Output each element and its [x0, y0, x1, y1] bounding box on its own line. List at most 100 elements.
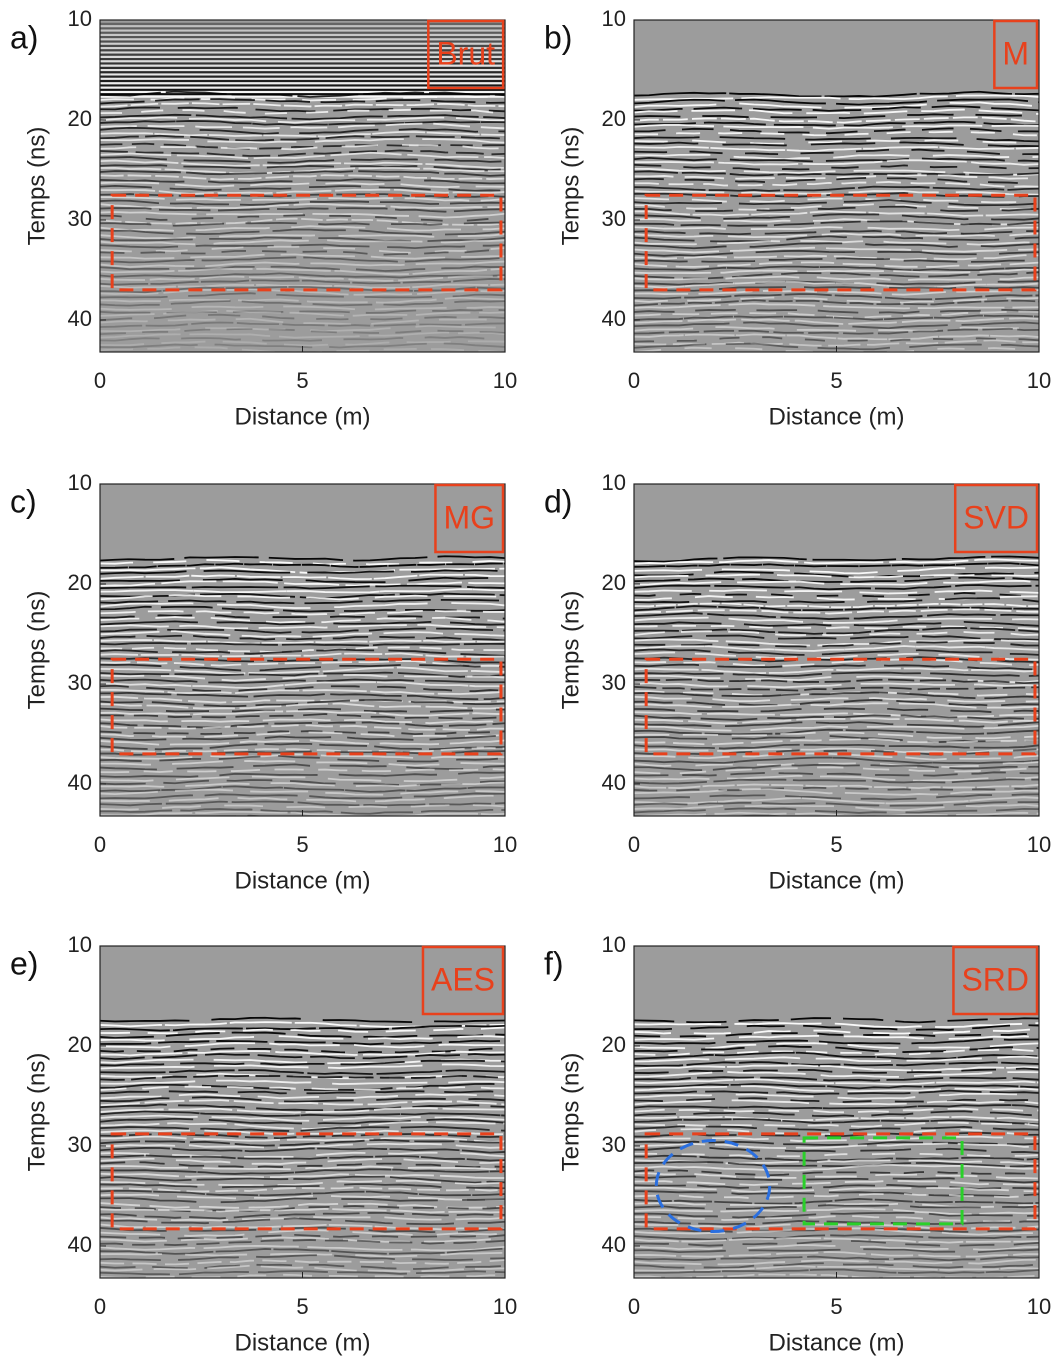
- texture-reflector: [634, 685, 1039, 692]
- texture-reflector: [100, 1263, 505, 1270]
- texture-reflector: [634, 308, 1039, 314]
- texture-reflector: [100, 151, 505, 160]
- texture-reflector: [100, 718, 505, 725]
- texture-reflector: [634, 289, 1039, 296]
- texture-reflector: [634, 1121, 1039, 1128]
- texture-reflector: [100, 321, 505, 328]
- x-tick-label: 10: [493, 1294, 517, 1319]
- texture-reflector: [100, 1147, 505, 1154]
- texture-reflector: [100, 639, 505, 645]
- texture-reflector: [100, 214, 505, 222]
- y-tick-label: 10: [602, 6, 626, 31]
- texture-reflector: [100, 730, 505, 736]
- texture-reflector: [634, 1179, 1039, 1186]
- texture-reflector: [100, 267, 505, 276]
- highlight-box: [802, 1136, 964, 1226]
- texture-reflector: [634, 1255, 1039, 1262]
- texture-reflector: [634, 717, 1039, 725]
- texture-reflector: [634, 127, 1039, 135]
- texture-reflector: [100, 120, 505, 126]
- texture-reflector: [634, 1169, 1039, 1177]
- panel-label: e): [10, 945, 38, 981]
- texture-reflector: [100, 1103, 505, 1112]
- texture-reflector: [100, 126, 505, 135]
- title-box: [421, 945, 505, 1016]
- panel-label: f): [544, 945, 564, 981]
- texture-reflector: [100, 1135, 505, 1143]
- texture-reflector: [100, 1107, 505, 1114]
- texture-reflector: [634, 1024, 1039, 1031]
- texture-reflector: [100, 584, 505, 590]
- texture-reflector: [634, 1078, 1039, 1086]
- texture-reflector: [485, 1277, 505, 1278]
- texture-reflector: [634, 731, 1039, 740]
- y-tick-label: 40: [602, 306, 626, 331]
- texture-reflector: [634, 321, 1039, 330]
- texture-reflector: [634, 1140, 1039, 1146]
- texture-reflector: [634, 116, 1039, 124]
- texture-reflector: [100, 253, 505, 260]
- texture-reflector: [100, 275, 505, 282]
- texture-reflector: [100, 576, 505, 584]
- texture-reflector: [100, 1129, 505, 1136]
- texture-reflector: [100, 239, 505, 246]
- texture-reflector: [100, 691, 505, 701]
- texture-reflector: [634, 1097, 1039, 1103]
- texture-reflector: [634, 1258, 1039, 1266]
- texture-reflector: [100, 305, 505, 311]
- y-axis-label: Temps (ns): [23, 591, 50, 710]
- title-box: [953, 483, 1039, 554]
- texture-reflector: [100, 1114, 505, 1122]
- highlight-box: [644, 657, 1037, 756]
- radargram-texture: [634, 20, 1039, 352]
- texture-reflector: [100, 627, 505, 634]
- x-tick-label: 0: [94, 1294, 106, 1319]
- y-tick-label: 40: [68, 1232, 92, 1257]
- y-tick-label: 10: [68, 470, 92, 495]
- texture-reflector: [634, 566, 1039, 575]
- texture-reflector: [634, 1154, 1039, 1162]
- texture-reflector: [634, 1028, 1039, 1035]
- texture-reflector: [634, 608, 1039, 615]
- texture-reflector: [100, 642, 505, 647]
- y-tick-label: 40: [68, 770, 92, 795]
- x-tick-label: 0: [94, 832, 106, 857]
- texture-reflector: [634, 801, 1039, 807]
- texture-reflector: [100, 1245, 505, 1252]
- texture-reflector: [100, 288, 505, 296]
- texture-reflector: [634, 803, 1039, 812]
- x-tick-label: 0: [94, 368, 106, 393]
- texture-reflector: [634, 1061, 1039, 1067]
- texture-reflector: [634, 1160, 1039, 1168]
- texture-reflector: [100, 122, 505, 130]
- texture-reflector: [634, 333, 1039, 341]
- texture-reflector: [100, 1139, 505, 1147]
- texture-reflector: [100, 788, 505, 796]
- texture-reflector: [100, 648, 505, 657]
- y-tick-label: 20: [602, 1032, 626, 1057]
- x-tick-label: 10: [1027, 832, 1051, 857]
- texture-reflector: [634, 310, 1039, 319]
- panel: 0 5 10 10 20 30 40 Distance (m) Temps (ns) b) M: [544, 6, 1051, 431]
- texture-reflector: [100, 203, 505, 210]
- texture-reflector: [634, 1186, 1039, 1193]
- texture-reflector: [634, 302, 1039, 310]
- texture-reflector: [634, 1146, 1039, 1154]
- texture-reflector: [100, 1211, 505, 1220]
- y-tick-label: 20: [602, 570, 626, 595]
- texture-reflector: [100, 106, 505, 113]
- texture-reflector: [634, 663, 1039, 671]
- texture-reflector: [634, 327, 1039, 335]
- texture-reflector: [634, 793, 1039, 801]
- texture-reflector: [100, 1217, 505, 1226]
- texture-reflector: [100, 1161, 505, 1169]
- texture-reflector: [100, 792, 505, 800]
- texture-reflector: [100, 1229, 505, 1237]
- texture-reflector: [634, 105, 1039, 112]
- panel-label: b): [544, 19, 572, 55]
- texture-reflector: [634, 232, 1039, 239]
- texture-reflector: [634, 185, 1039, 192]
- texture-reflector: [100, 292, 505, 299]
- texture-reflector: [100, 1270, 505, 1276]
- texture-reflector: [100, 340, 505, 347]
